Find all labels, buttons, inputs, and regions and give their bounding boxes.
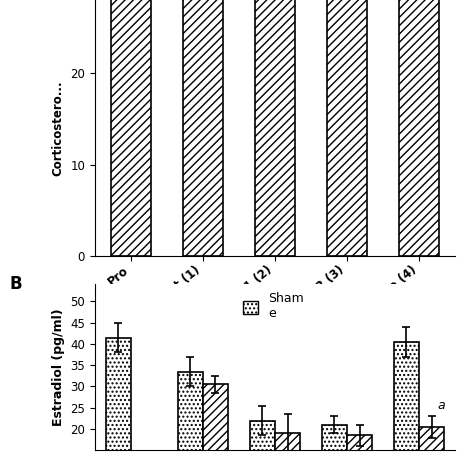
Bar [275, 433, 300, 474]
Bar [399, 0, 439, 256]
Bar [322, 425, 347, 474]
Text: B: B [9, 275, 22, 293]
X-axis label: Estrous Cycle (Sleep Deprivation Day): Estrous Cycle (Sleep Deprivation Day) [142, 309, 408, 321]
Bar [203, 384, 228, 474]
Y-axis label: Estradiol (pg/ml): Estradiol (pg/ml) [52, 309, 64, 426]
Text: a: a [438, 399, 445, 412]
Bar [106, 337, 131, 474]
Bar [394, 342, 419, 474]
Bar [178, 372, 203, 474]
Bar [347, 436, 372, 474]
Legend: Sham
e: Sham e [238, 287, 309, 325]
Bar [255, 0, 295, 256]
Y-axis label: Corticostero...: Corticostero... [52, 80, 64, 176]
Bar [419, 427, 444, 474]
Bar [111, 0, 151, 256]
Bar [183, 0, 223, 256]
Bar [250, 420, 275, 474]
Bar [327, 0, 367, 256]
